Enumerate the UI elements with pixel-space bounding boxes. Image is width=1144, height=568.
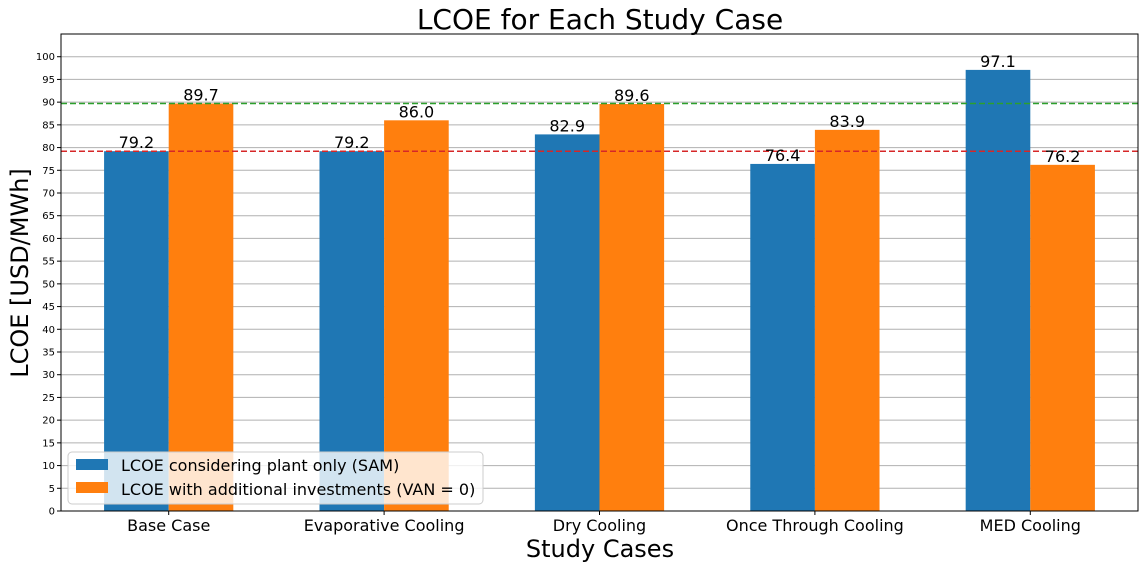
y-tick-label: 55	[42, 257, 55, 268]
bars	[104, 69, 1095, 512]
bar-value-label: 79.2	[334, 133, 370, 152]
y-tick-label: 45	[42, 302, 55, 313]
x-tick-label: Base Case	[127, 516, 210, 535]
y-tick-label: 100	[36, 52, 55, 63]
y-tick-label: 30	[42, 370, 55, 381]
y-tick-label: 60	[42, 234, 55, 245]
legend: LCOE considering plant only (SAM) LCOE w…	[67, 451, 484, 505]
bar-1-0	[168, 103, 234, 512]
bar-0-4	[965, 69, 1031, 511]
bar-1-2	[599, 103, 665, 512]
x-axis-ticks: Base Case Evaporative Cooling Dry Cooling O…	[127, 511, 1081, 535]
bar-value-label: 89.7	[183, 86, 219, 105]
x-tick-label: MED Cooling	[980, 516, 1081, 535]
bar-1-3	[814, 129, 880, 511]
data-labels: 79.2 89.7 79.2 86.0 82.9 89.6 76.4 83.9 97.1 76.2	[119, 52, 1081, 166]
y-tick-label: 5	[49, 484, 55, 495]
legend-swatch-sam	[76, 459, 108, 470]
y-tick-label: 10	[42, 461, 55, 472]
bar-value-label: 79.2	[119, 133, 155, 152]
bar-0-1	[319, 151, 385, 511]
y-tick-label: 65	[42, 211, 55, 222]
bar-value-label: 97.1	[980, 52, 1016, 71]
bar-value-label: 86.0	[399, 102, 435, 121]
bar-0-3	[750, 163, 815, 511]
y-tick-label: 90	[42, 98, 55, 109]
y-tick-label: 0	[49, 507, 55, 518]
y-tick-label: 20	[42, 416, 55, 427]
bar-value-label: 76.4	[765, 146, 801, 165]
y-tick-label: 50	[42, 279, 55, 290]
legend-label-sam: LCOE considering plant only (SAM)	[121, 456, 399, 475]
y-tick-label: 25	[42, 393, 55, 404]
bar-value-label: 76.2	[1045, 147, 1081, 166]
y-tick-label: 15	[42, 438, 55, 449]
y-tick-label: 80	[42, 143, 55, 154]
y-tick-label: 85	[42, 120, 55, 131]
y-tick-label: 35	[42, 348, 55, 359]
y-axis-label: LCOE [USD/MWh]	[6, 168, 34, 378]
legend-box	[67, 451, 484, 505]
chart-title: LCOE for Each Study Case	[417, 3, 783, 36]
plot-frame	[60, 33, 1139, 512]
legend-label-van: LCOE with additional investments (VAN = …	[121, 480, 475, 499]
legend-swatch-van	[76, 482, 108, 493]
bar-1-4	[1030, 164, 1095, 511]
bar-0-0	[104, 151, 169, 511]
bar-value-label: 89.6	[614, 86, 650, 105]
y-tick-label: 75	[42, 166, 55, 177]
bar-0-2	[534, 134, 600, 511]
y-tick-label: 70	[42, 189, 55, 200]
x-tick-label: Dry Cooling	[553, 516, 646, 535]
y-tick-label: 40	[42, 325, 55, 336]
bar-value-label: 83.9	[829, 112, 865, 131]
y-tick-label: 95	[42, 75, 55, 86]
x-tick-label: Once Through Cooling	[726, 516, 904, 535]
y-axis-ticks: 0 5 10 15 20 25 30 35 40 45 50 55 60 65 70 75 80 85 90 95 10…	[36, 52, 61, 518]
bar-value-label: 82.9	[549, 116, 585, 135]
x-tick-label: Evaporative Cooling	[304, 516, 465, 535]
bar-1-1	[384, 120, 449, 512]
x-axis-label: Study Cases	[526, 535, 674, 563]
